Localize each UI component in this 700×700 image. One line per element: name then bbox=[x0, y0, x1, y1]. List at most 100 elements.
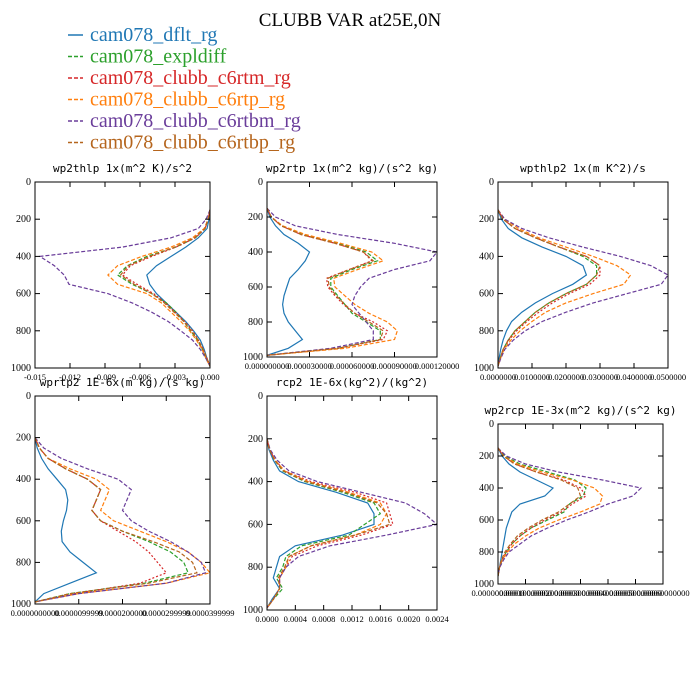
series-line-4 bbox=[267, 208, 398, 356]
legend-label: cam078_clubb_c6rtbp_rg bbox=[90, 132, 295, 154]
y-tick-label: 800 bbox=[248, 562, 263, 573]
x-tick-label: 0.0300000 bbox=[582, 372, 618, 382]
series-line-6 bbox=[498, 447, 582, 577]
y-tick-label: 200 bbox=[16, 214, 31, 225]
series-line-2 bbox=[116, 209, 210, 367]
y-tick-label: 600 bbox=[16, 516, 31, 527]
y-tick-label: 800 bbox=[248, 317, 263, 328]
panel-title: rcp2 1E-6x(kg^2)/(kg^2) bbox=[276, 376, 428, 389]
y-tick-label: 600 bbox=[16, 289, 31, 300]
y-tick-label: 400 bbox=[16, 474, 31, 485]
y-tick-label: 400 bbox=[248, 247, 263, 258]
x-tick-label: 0.0000099999 bbox=[54, 608, 103, 618]
x-tick-label: 0.00040000000 bbox=[581, 588, 634, 598]
x-tick-label: 0.00060000000 bbox=[636, 588, 689, 598]
panel-4: wprtp2 1E-6x(m kg)/(s kg) 0 200 400 600 800 10… bbox=[11, 376, 235, 618]
x-tick-label: 0.000030000 bbox=[287, 361, 332, 371]
x-tick-label: -0.012 bbox=[59, 372, 81, 382]
panel-title: wprtp2 1E-6x(m kg)/(s kg) bbox=[40, 376, 206, 389]
series-line-2 bbox=[267, 208, 381, 356]
series-line-4 bbox=[267, 438, 388, 609]
panel-title: wp2rtp 1x(m^2 kg)/(s^2 kg) bbox=[266, 162, 438, 175]
x-tick-label: 0.0024 bbox=[425, 614, 449, 624]
y-tick-label: 200 bbox=[248, 212, 263, 223]
series-line-3 bbox=[267, 208, 389, 356]
series-line-3 bbox=[121, 209, 210, 367]
y-tick-label: 1000 bbox=[11, 599, 31, 610]
x-tick-label: 0.0100000 bbox=[514, 372, 550, 382]
legend-label: cam078_clubb_c6rtbm_rg bbox=[90, 110, 301, 132]
series-line-1 bbox=[35, 437, 98, 603]
y-tick-label: 1000 bbox=[474, 579, 494, 590]
x-tick-label: 0.00010000000 bbox=[499, 588, 552, 598]
y-tick-label: 400 bbox=[479, 483, 494, 494]
legend-label: cam078_clubb_c6rtm_rg bbox=[90, 67, 291, 89]
x-tick-label: 0.000120000 bbox=[415, 361, 460, 371]
panel-2: wp2rtp 1x(m^2 kg)/(s^2 kg)0 200 400 600 800 1… bbox=[243, 162, 459, 371]
y-tick-label: 200 bbox=[479, 451, 494, 462]
legend-label: cam078_expldiff bbox=[90, 46, 227, 68]
y-tick-label: 0 bbox=[258, 177, 263, 188]
series-line-5 bbox=[35, 437, 207, 603]
series-line-4 bbox=[498, 447, 604, 577]
series-line-2 bbox=[498, 209, 598, 367]
x-tick-label: 0.0400000 bbox=[616, 372, 652, 382]
series-line-6 bbox=[267, 438, 391, 609]
y-tick-label: 600 bbox=[248, 282, 263, 293]
x-tick-label: 0.0500000 bbox=[650, 372, 686, 382]
y-tick-label: 0 bbox=[489, 177, 494, 188]
series-line-3 bbox=[498, 447, 587, 577]
x-tick-label: 0.0016 bbox=[369, 614, 392, 624]
series-line-6 bbox=[35, 437, 198, 603]
y-tick-label: 0 bbox=[258, 391, 263, 402]
x-tick-label: 0.00030000000 bbox=[554, 588, 607, 598]
series-line-1 bbox=[267, 208, 311, 356]
x-tick-label: -0.003 bbox=[164, 372, 186, 382]
series-line-5 bbox=[498, 447, 643, 577]
series-line-4 bbox=[35, 437, 210, 603]
y-tick-label: 800 bbox=[479, 547, 494, 558]
x-tick-label: 0.0200000 bbox=[548, 372, 584, 382]
figure-title: CLUBB VAR at25E,0N bbox=[259, 10, 442, 31]
y-tick-label: 1000 bbox=[11, 363, 31, 374]
y-tick-label: 0 bbox=[26, 177, 31, 188]
panel-3: wpthlp2 1x(m K^2)/s 0 200 400 600 800 10000.00… bbox=[474, 162, 686, 382]
series-line-2 bbox=[267, 438, 382, 609]
y-tick-label: 200 bbox=[479, 214, 494, 225]
series-line-6 bbox=[119, 209, 210, 367]
y-tick-label: 200 bbox=[248, 434, 263, 445]
y-tick-label: 0 bbox=[489, 419, 494, 430]
y-tick-label: 1000 bbox=[243, 605, 263, 616]
x-tick-label: 0.000000000 bbox=[245, 361, 290, 371]
legend-label: cam078_clubb_c6rtp_rg bbox=[90, 89, 285, 111]
x-tick-label: 0.0000299999 bbox=[142, 608, 191, 618]
y-tick-label: 400 bbox=[479, 251, 494, 262]
x-tick-label: 0.0012 bbox=[340, 614, 363, 624]
x-tick-label: 0.00000000000 bbox=[471, 588, 524, 598]
y-tick-label: 200 bbox=[16, 433, 31, 444]
y-tick-label: 800 bbox=[16, 326, 31, 337]
x-tick-label: 0.0004 bbox=[284, 614, 308, 624]
series-line-3 bbox=[35, 437, 168, 603]
series-line-6 bbox=[498, 209, 601, 367]
panel-title: wp2thlp 1x(m^2 K)/s^2 bbox=[53, 162, 192, 175]
y-tick-label: 400 bbox=[16, 251, 31, 262]
series-line-4 bbox=[107, 209, 210, 367]
series-line-5 bbox=[38, 209, 210, 367]
x-tick-label: 0.00020000000 bbox=[526, 588, 579, 598]
plot-frame bbox=[34, 181, 211, 369]
panels: wp2thlp 1x(m^2 K)/s^2 0 200 400 600 800 1000 -0… bbox=[11, 162, 690, 624]
series-line-5 bbox=[267, 207, 437, 356]
series-line-1 bbox=[267, 438, 375, 609]
series-line-5 bbox=[267, 438, 437, 609]
series-line-3 bbox=[498, 209, 601, 367]
panel-title: wp2rcp 1E-3x(m^2 kg)/(s^2 kg) bbox=[484, 404, 676, 417]
x-tick-label: 0.0000200000 bbox=[98, 608, 147, 618]
x-tick-label: 0.00050000000 bbox=[609, 588, 662, 598]
y-tick-label: 600 bbox=[248, 519, 263, 530]
legend: cam078_dflt_rgcam078_expldiffcam078_club… bbox=[68, 24, 301, 154]
series-line-6 bbox=[267, 208, 384, 356]
x-tick-label: 0.000 bbox=[200, 372, 219, 382]
series-line-4 bbox=[498, 209, 632, 367]
